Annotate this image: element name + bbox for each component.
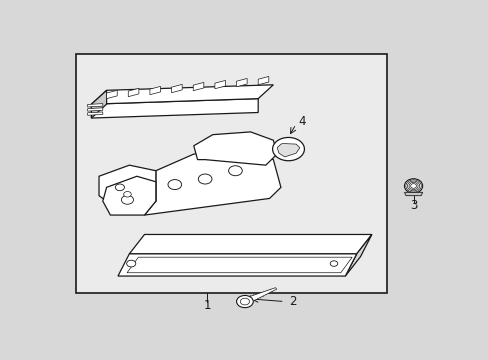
Polygon shape [91,85,273,104]
Polygon shape [99,165,156,204]
Polygon shape [150,86,160,95]
Text: 2: 2 [289,295,296,308]
Circle shape [329,261,337,266]
Polygon shape [102,176,156,215]
Polygon shape [128,88,139,96]
Circle shape [236,296,253,308]
Circle shape [228,166,242,176]
Polygon shape [193,82,203,91]
Bar [76,54,386,293]
Text: 4: 4 [297,116,305,129]
Polygon shape [144,149,280,215]
Text: 1: 1 [203,300,210,312]
Polygon shape [345,234,371,276]
Polygon shape [243,288,276,304]
Polygon shape [171,84,182,93]
Circle shape [126,260,136,267]
Circle shape [272,138,304,161]
Circle shape [168,180,181,190]
Circle shape [198,174,211,184]
Polygon shape [87,108,102,111]
Polygon shape [87,112,102,115]
Polygon shape [91,99,258,118]
Polygon shape [236,78,246,87]
Circle shape [123,192,131,197]
Polygon shape [258,76,268,85]
Polygon shape [404,192,422,196]
Polygon shape [118,254,356,276]
Circle shape [121,195,133,204]
Polygon shape [193,132,277,165]
Circle shape [115,184,124,191]
Polygon shape [127,257,351,273]
Polygon shape [87,104,102,107]
Polygon shape [106,90,117,99]
Polygon shape [277,144,299,157]
Ellipse shape [404,179,422,193]
Polygon shape [91,90,106,118]
Polygon shape [214,80,225,89]
Circle shape [240,298,249,305]
Polygon shape [129,234,371,254]
Text: 3: 3 [409,199,416,212]
